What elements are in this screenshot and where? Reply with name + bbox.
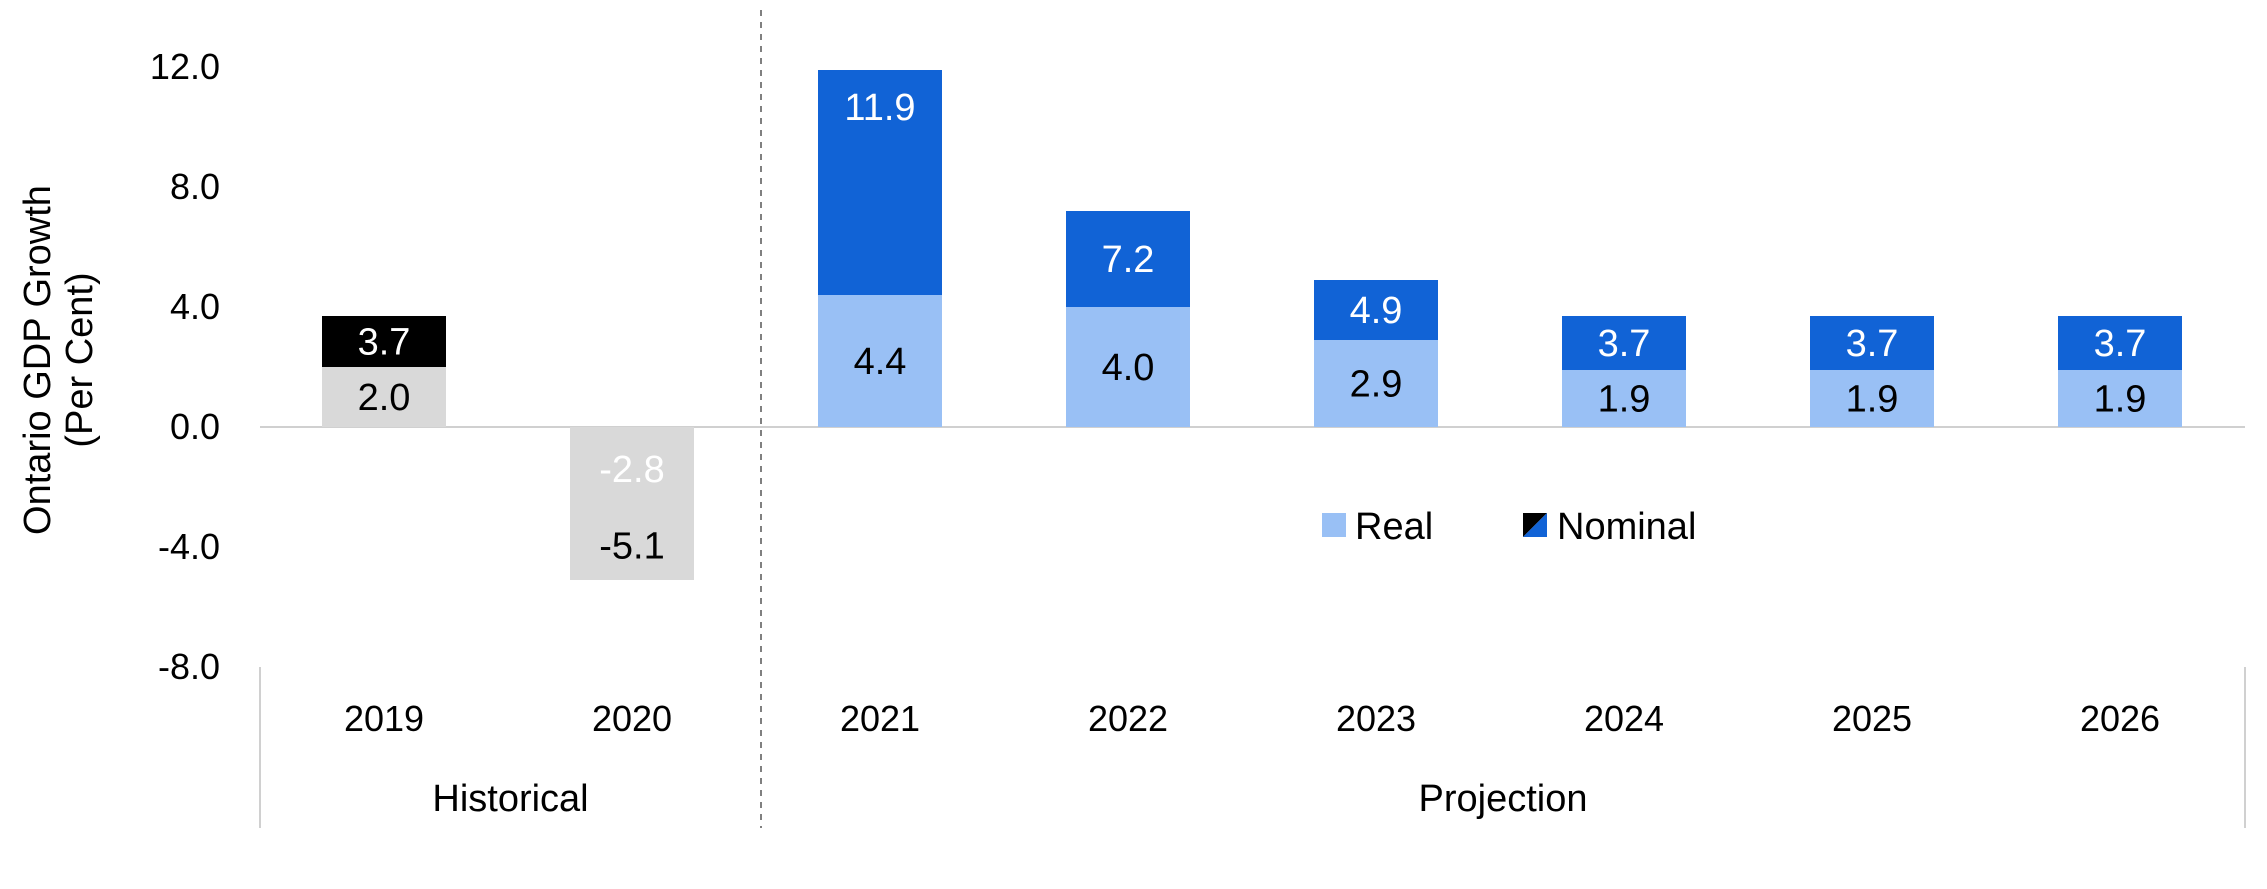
data-label-nominal-2019: 3.7 bbox=[358, 322, 411, 364]
y-axis-label-line: (Per Cent) bbox=[59, 272, 101, 447]
x-tick-label-2022: 2022 bbox=[1088, 698, 1168, 739]
legend-swatch-real bbox=[1322, 513, 1346, 537]
x-tick-label-2021: 2021 bbox=[840, 698, 920, 739]
y-tick-label: -8.0 bbox=[158, 646, 220, 687]
bar-real-2020 bbox=[570, 427, 694, 580]
data-label-nominal-2023: 4.9 bbox=[1350, 290, 1403, 332]
data-label-real-2020: -5.1 bbox=[599, 526, 664, 568]
y-axis-title: Ontario GDP Growth(Per Cent) bbox=[17, 185, 101, 535]
x-axis-categories: 2019 2020 2021 2022 2023 2024 2025 2026 Historic… bbox=[344, 698, 2160, 820]
bar-real-2021 bbox=[818, 295, 942, 427]
legend-label-real: Real bbox=[1355, 506, 1433, 548]
legend: Real Nominal bbox=[1322, 506, 1696, 548]
data-label-real-2025: 1.9 bbox=[1846, 379, 1899, 421]
data-label-nominal-2020: -2.8 bbox=[599, 449, 664, 491]
x-tick-label-2025: 2025 bbox=[1832, 698, 1912, 739]
data-label-real-2026: 1.9 bbox=[2094, 379, 2147, 421]
legend-label-nominal: Nominal bbox=[1557, 506, 1696, 548]
data-label-real-2022: 4.0 bbox=[1102, 347, 1155, 389]
bars bbox=[322, 70, 2182, 580]
legend-swatch-nominal-blue bbox=[1523, 513, 1547, 537]
data-labels: 3.7 2.0 -2.8 -5.1 11.9 4.4 7.2 4.0 4.9 2.9 3.7 1.9 3… bbox=[358, 87, 2147, 568]
group-label-historical: Historical bbox=[432, 778, 588, 820]
bar-real-2023 bbox=[1314, 340, 1438, 427]
x-tick-label-2019: 2019 bbox=[344, 698, 424, 739]
data-label-nominal-2022: 7.2 bbox=[1102, 239, 1155, 281]
y-axis-label: Ontario GDP Growth(Per Cent) bbox=[17, 185, 101, 535]
x-tick-label-2026: 2026 bbox=[2080, 698, 2160, 739]
data-label-nominal-2025: 3.7 bbox=[1846, 323, 1899, 365]
y-axis-ticks: 12.0 8.0 4.0 0.0 -4.0 -8.0 bbox=[150, 46, 220, 687]
x-tick-label-2020: 2020 bbox=[592, 698, 672, 739]
data-label-nominal-2021: 11.9 bbox=[844, 87, 915, 129]
y-tick-label: 4.0 bbox=[170, 286, 220, 327]
bar-real-2025 bbox=[1810, 370, 1934, 427]
y-axis-label-line: Ontario GDP Growth bbox=[17, 185, 59, 535]
bar-real-2024 bbox=[1562, 370, 1686, 427]
data-label-real-2021: 4.4 bbox=[854, 341, 907, 383]
data-label-nominal-2026: 3.7 bbox=[2094, 323, 2147, 365]
y-tick-label: 12.0 bbox=[150, 46, 220, 87]
bar-real-2026 bbox=[2058, 370, 2182, 427]
x-tick-label-2023: 2023 bbox=[1336, 698, 1416, 739]
x-tick-label-2024: 2024 bbox=[1584, 698, 1664, 739]
y-tick-label: 8.0 bbox=[170, 166, 220, 207]
data-label-nominal-2024: 3.7 bbox=[1598, 323, 1651, 365]
y-tick-label: -4.0 bbox=[158, 526, 220, 567]
axes bbox=[259, 10, 2246, 828]
data-label-real-2024: 1.9 bbox=[1598, 379, 1651, 421]
group-label-projection: Projection bbox=[1419, 778, 1588, 820]
bar-real-2022 bbox=[1066, 307, 1190, 427]
bar-real-2019 bbox=[322, 367, 446, 427]
y-tick-label: 0.0 bbox=[170, 406, 220, 447]
data-label-real-2019: 2.0 bbox=[358, 377, 411, 419]
data-label-real-2023: 2.9 bbox=[1350, 364, 1403, 406]
